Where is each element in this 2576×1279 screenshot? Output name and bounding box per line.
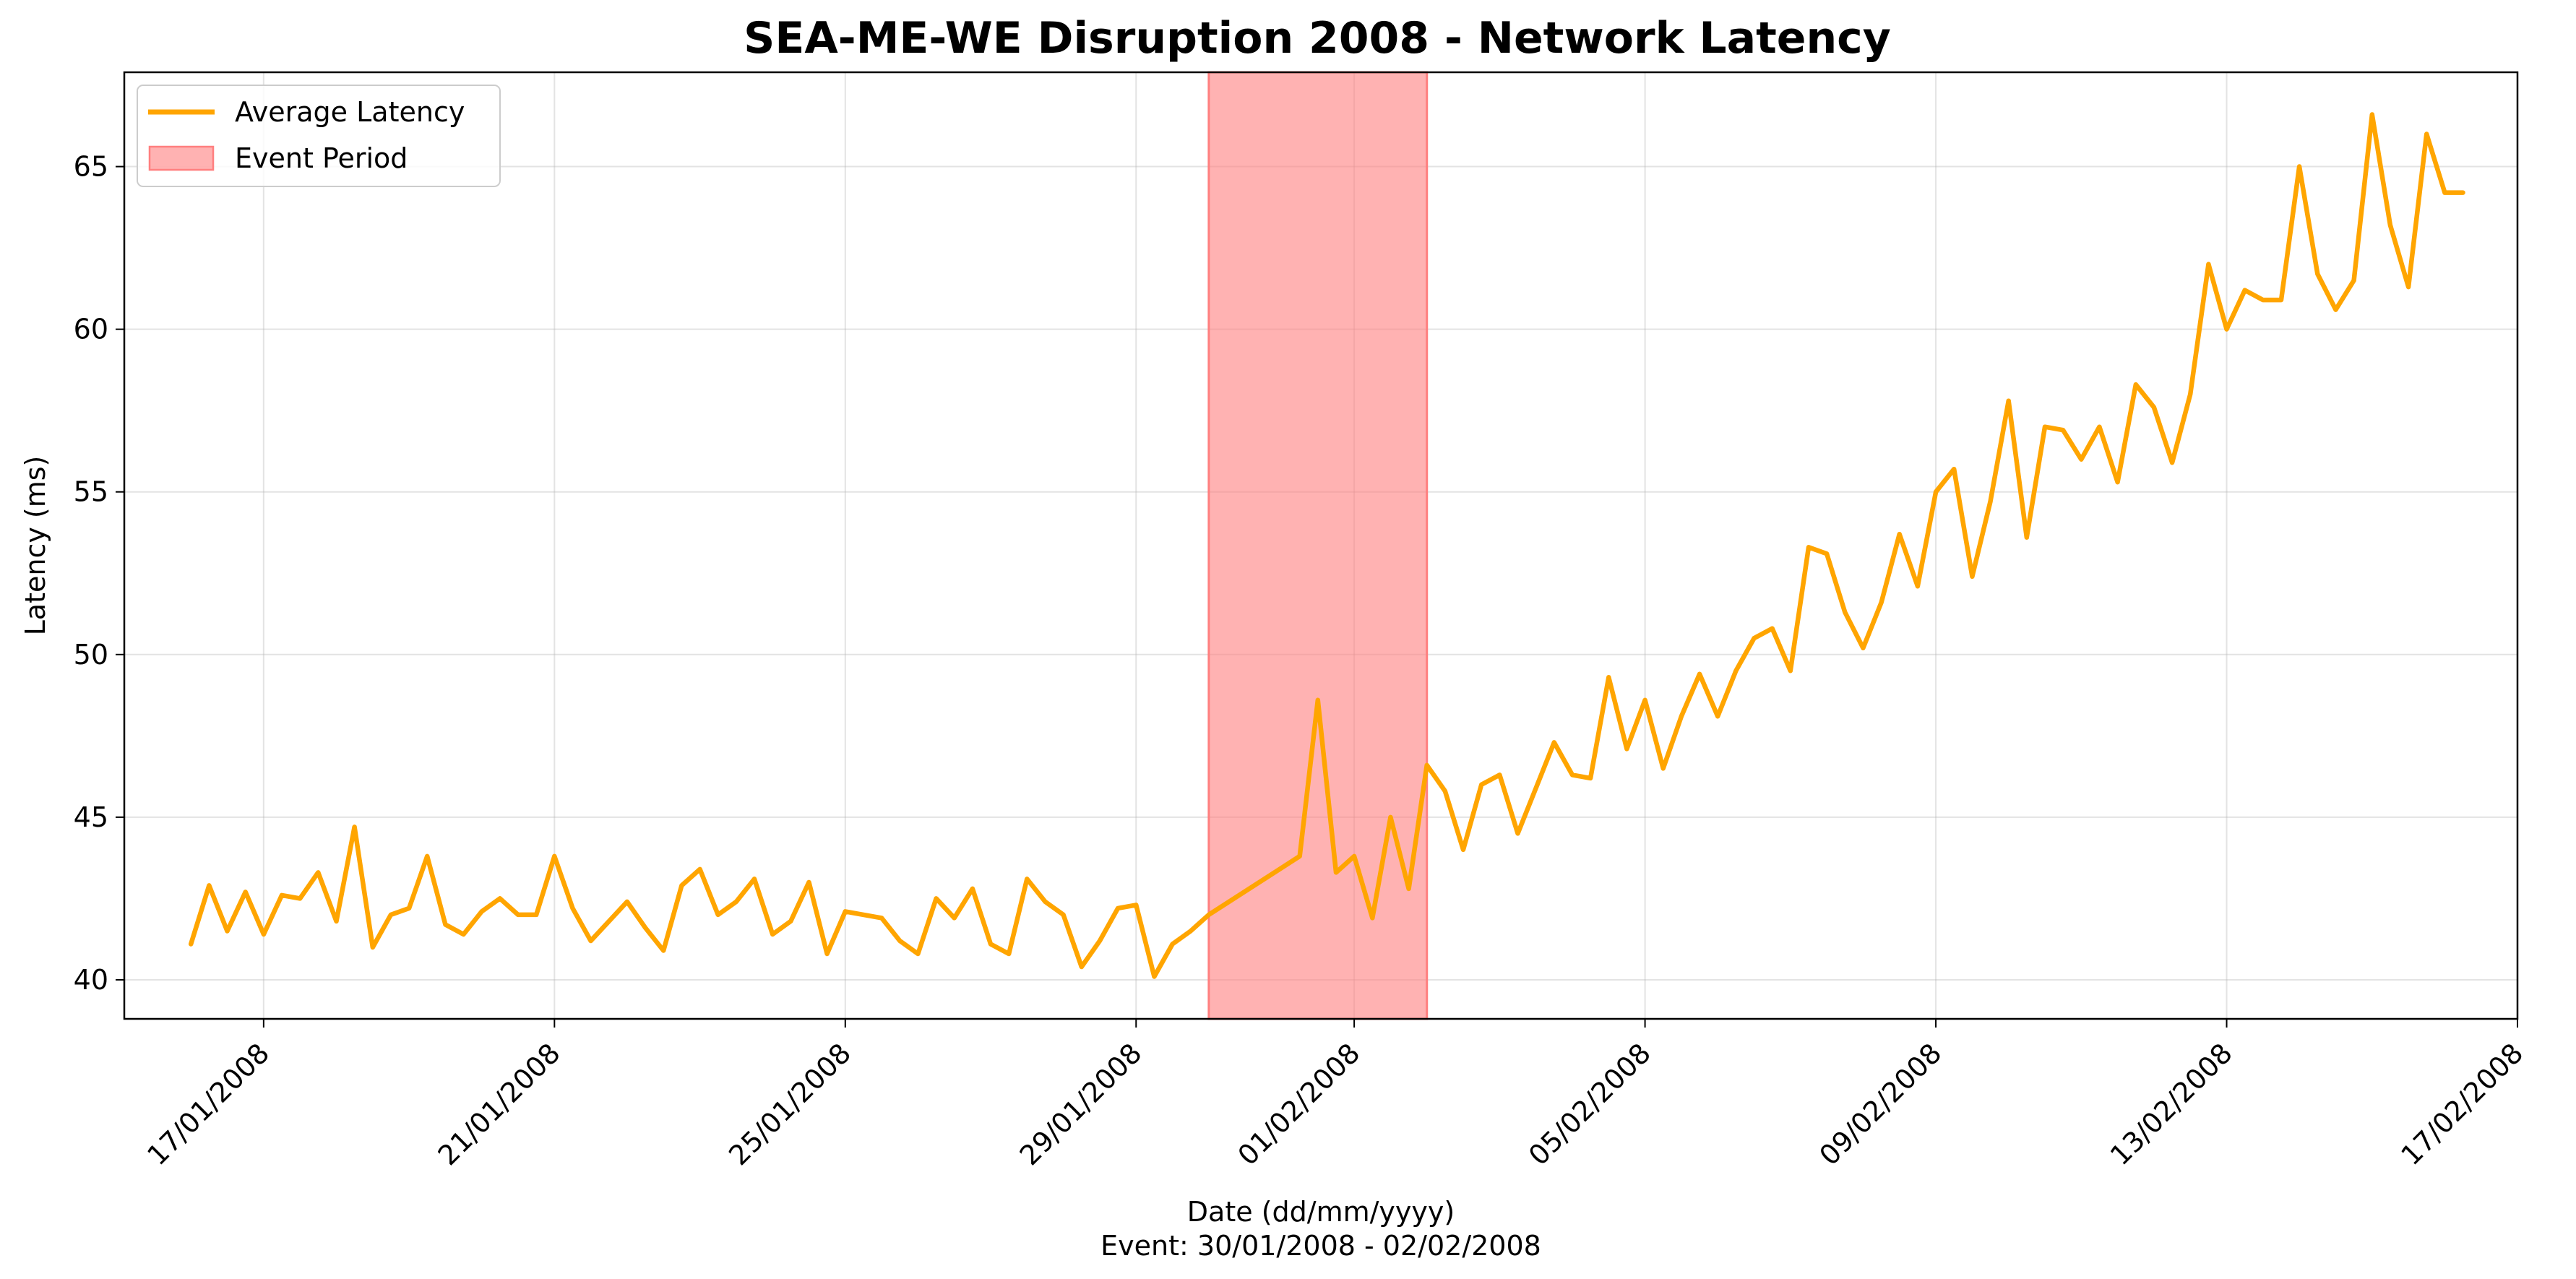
y-axis-ticks: 40 45 50 55 60 65 bbox=[74, 151, 124, 996]
x-axis-label: Date (dd/mm/yyyy) bbox=[1187, 1196, 1455, 1228]
y-tick-label: 65 bbox=[74, 151, 108, 183]
y-tick-label: 50 bbox=[74, 639, 108, 671]
y-tick-label: 45 bbox=[74, 801, 108, 833]
y-tick-label: 60 bbox=[74, 314, 108, 345]
legend-frame bbox=[137, 85, 501, 187]
legend-label-event-period: Event Period bbox=[235, 142, 408, 174]
chart-title: SEA-ME-WE Disruption 2008 - Network Late… bbox=[744, 13, 1891, 64]
x-axis-subtitle: Event: 30/01/2008 - 02/02/2008 bbox=[1100, 1230, 1541, 1262]
legend-label-average-latency: Average Latency bbox=[235, 96, 465, 128]
plot-frame bbox=[123, 71, 2519, 1020]
event-period-band bbox=[1207, 71, 1429, 1020]
series-group bbox=[188, 112, 2465, 979]
legend: Average Latency Event Period bbox=[137, 85, 501, 187]
legend-swatch-event-period bbox=[148, 145, 215, 171]
series-line-average-latency bbox=[188, 112, 2465, 979]
y-axis-label: Latency (ms) bbox=[20, 456, 51, 636]
event-period-band-group bbox=[1207, 71, 1429, 1020]
y-tick-label: 40 bbox=[74, 964, 108, 996]
y-tick-label: 55 bbox=[74, 476, 108, 508]
